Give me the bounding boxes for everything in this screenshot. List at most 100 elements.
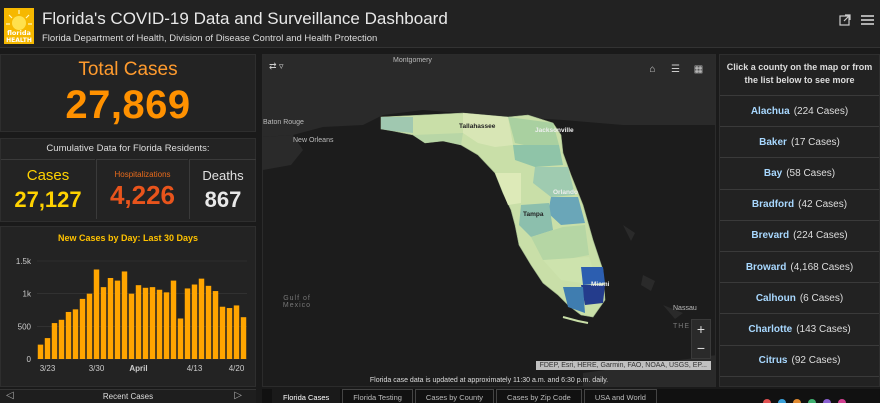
chart-bar[interactable] [156,289,163,359]
chart-bar[interactable] [219,306,226,359]
cumulative-title: Cumulative Data for Florida Residents: [46,143,210,154]
county-name: Bay [763,167,783,179]
cases-label: Cases [26,167,70,184]
chart-bar[interactable] [177,318,184,359]
map-label-baton-rouge: Baton Rouge [263,119,304,126]
chart-bar[interactable] [128,293,135,359]
zoom-control: + − [691,319,711,359]
chart-bar[interactable] [79,298,86,359]
chart-bar[interactable] [198,278,205,359]
x-tick-label: 3/30 [89,364,105,373]
county-item-brevard[interactable]: Brevard (224 Cases) [720,219,879,251]
county-item-calhoun[interactable]: Calhoun (6 Cases) [720,282,879,313]
county-name: Baker [759,136,787,148]
chart-bar[interactable] [149,287,156,359]
map-label-nassau: Nassau [673,305,697,312]
chart-bar[interactable] [100,287,107,359]
county-item-charlotte[interactable]: Charlotte (143 Cases) [720,313,879,344]
recent-cases-label: Recent Cases [102,392,154,401]
chart-bar[interactable] [121,271,128,359]
tab-florida-cases[interactable]: Florida Cases [272,389,341,403]
chart-bar[interactable] [240,317,247,359]
zoom-in-button[interactable]: + [696,321,706,337]
county-name: Calhoun [755,292,796,304]
chart-bar[interactable] [37,344,44,359]
county-cases: (92 Cases) [791,355,841,367]
page-dots [763,399,846,403]
page-dot[interactable] [808,399,816,403]
county-item-broward[interactable]: Broward (4,168 Cases) [720,250,879,282]
chart-bar[interactable] [184,288,191,359]
x-tick-label: April [129,364,147,373]
legend-icon[interactable]: ☰ [671,64,680,75]
florida-map[interactable]: ⇄ ▿ ⌂ ☰ ▦ Montgomery Baton Rouge New Orl… [262,54,716,387]
county-cases: (143 Cases) [796,323,851,335]
chart-bar[interactable] [170,280,177,359]
chart-bar[interactable] [86,293,93,359]
chart-bar[interactable] [191,284,198,359]
chart-bar[interactable] [44,338,51,359]
map-label-gulf-of-mexico: Gulf of Mexico [282,295,312,309]
chart-bar[interactable] [163,292,170,359]
y-tick-label: 0 [27,355,32,364]
hospitalizations-value: 4,226 [109,180,176,210]
county-name: Citrus [758,355,788,367]
recent-cases-bar: ◁ Recent Cases ▷ [0,389,256,403]
page-dot[interactable] [823,399,831,403]
layer-list-icon[interactable]: ▦ [693,64,704,75]
chart-bar[interactable] [72,309,79,359]
chevron-left-icon[interactable]: ◁ [6,390,14,401]
tab-bar: Florida Cases Florida Testing Cases by C… [262,389,880,403]
chart-bar[interactable] [205,285,212,359]
map-canvas[interactable] [263,55,716,387]
county-name: Brevard [751,230,790,242]
chart-bar[interactable] [65,311,72,359]
county-item-alachua[interactable]: Alachua (224 Cases) [720,95,879,126]
chart-bar[interactable] [107,277,114,359]
chart-bar[interactable] [58,319,65,359]
chart-bar[interactable] [93,269,100,359]
chevron-right-icon[interactable]: ▷ [234,390,242,401]
chart-bar[interactable] [212,291,219,359]
tab-cases-by-county[interactable]: Cases by County [414,389,495,403]
page-dot[interactable] [793,399,801,403]
new-cases-chart-panel: New Cases by Day: Last 30 Days 1.5k 1k 500… [0,226,256,387]
county-name: Bradford [751,199,795,211]
county-item-citrus[interactable]: Citrus (92 Cases) [720,344,879,376]
county-item-bay[interactable]: Bay (58 Cases) [720,157,879,188]
chart-bar[interactable] [226,308,233,359]
chart-bar[interactable] [233,305,240,359]
page-dot[interactable] [838,399,846,403]
chart-bar[interactable] [114,280,121,359]
cumulative-panel: Cumulative Data for Florida Residents: C… [0,138,256,222]
y-tick-label: 500 [18,322,32,331]
y-tick-label: 1k [23,290,32,299]
tab-florida-testing[interactable]: Florida Testing [342,389,413,403]
tab-cases-by-zip-code[interactable]: Cases by Zip Code [496,389,582,403]
page-dot[interactable] [778,399,786,403]
open-new-window-icon[interactable] [839,14,851,26]
zoom-out-button[interactable]: − [696,340,706,356]
county-item-bradford[interactable]: Bradford (42 Cases) [720,188,879,220]
new-cases-chart: 1.5k 1k 500 0 3/23 3/30 April 4/13 4/20 [16,257,247,373]
total-cases-value: 27,869 [65,83,191,127]
county-name: Charlotte [748,323,793,335]
basemap-toggle-icon[interactable]: ⇄ ▿ [269,61,284,71]
page-dot[interactable] [763,399,771,403]
home-icon[interactable]: ⌂ [649,64,656,75]
deaths-column: Deaths 867 [189,159,256,219]
county-item-baker[interactable]: Baker (17 Cases) [720,126,879,157]
chart-bar[interactable] [142,287,149,359]
deaths-value: 867 [204,187,242,212]
chart-bar[interactable] [51,323,58,359]
page-subtitle: Florida Department of Health, Division o… [42,33,378,44]
update-notice: Florida case data is updated at approxim… [369,377,609,384]
chart-bar[interactable] [135,285,142,359]
county-cases: (4,168 Cases) [790,261,854,273]
county-name: Clay [760,386,781,387]
menu-icon[interactable] [861,14,874,26]
map-attribution: FDEP, Esri, HERE, Garmin, FAO, NOAA, USG… [535,361,711,370]
county-item-clay[interactable]: Clay (256 Cases) [720,375,879,387]
tab-usa-and-world[interactable]: USA and World [583,389,657,403]
logo-text-top: florida [7,29,31,37]
